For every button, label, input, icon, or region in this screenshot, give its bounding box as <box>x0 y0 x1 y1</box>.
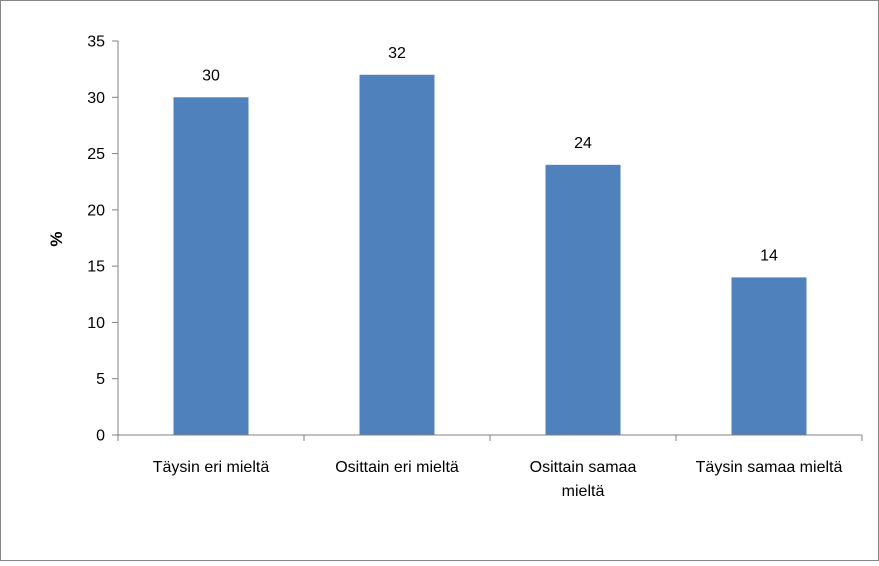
data-label: 14 <box>760 247 778 264</box>
x-category-label: Osittain samaa <box>530 459 637 476</box>
y-tick-label: 30 <box>87 90 105 107</box>
y-tick-label: 20 <box>87 202 105 219</box>
data-label: 30 <box>202 67 220 84</box>
y-tick-label: 0 <box>96 428 105 445</box>
x-category-label: Täysin samaa mieltä <box>696 459 843 476</box>
bar <box>545 164 621 436</box>
y-tick-label: 5 <box>96 371 105 388</box>
y-axis-label: % <box>47 231 66 246</box>
y-tick-label: 35 <box>87 34 105 51</box>
y-tick-label: 15 <box>87 259 105 276</box>
data-label: 24 <box>574 135 592 152</box>
bar <box>359 74 435 436</box>
y-tick-label: 10 <box>87 315 105 332</box>
x-category-label: Osittain eri mieltä <box>335 459 459 476</box>
y-tick-label: 25 <box>87 146 105 163</box>
x-category-label: Täysin eri mieltä <box>153 459 270 476</box>
data-label: 32 <box>388 45 406 62</box>
x-category-label: mieltä <box>562 483 605 500</box>
bar <box>173 97 249 436</box>
bar <box>731 277 807 435</box>
